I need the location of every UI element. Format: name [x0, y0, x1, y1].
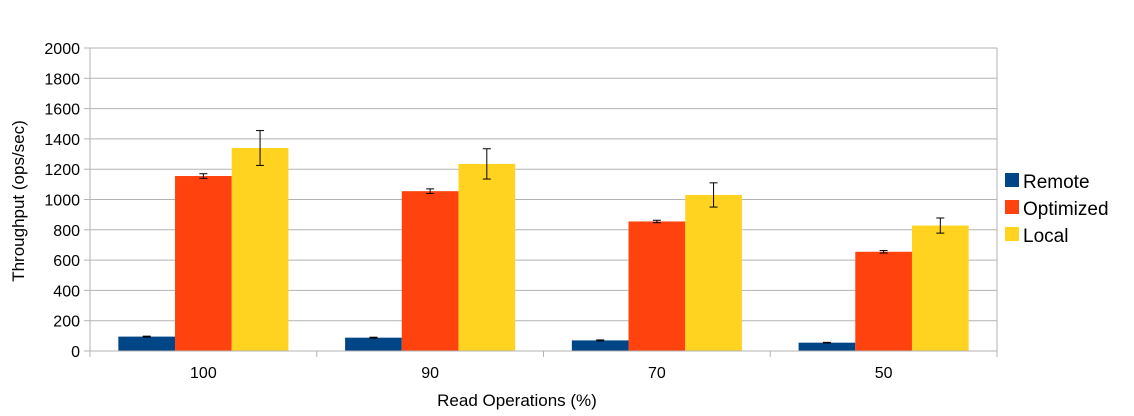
bar-local-100 [231, 147, 289, 351]
x-tick-label: 100 [190, 365, 217, 382]
y-tick-label: 600 [53, 253, 80, 270]
bars [118, 147, 969, 351]
x-tick-label: 70 [648, 365, 666, 382]
x-tick-label: 90 [421, 365, 439, 382]
legend-swatch-optimized [1005, 200, 1019, 214]
bar-optimized-50 [855, 251, 912, 351]
legend: Remote Optimized Local [1005, 172, 1109, 247]
y-tick-label: 1000 [44, 193, 80, 210]
legend-label-remote: Remote [1023, 172, 1090, 193]
bar-remote-90 [345, 337, 402, 351]
bar-optimized-90 [401, 191, 459, 351]
error-bars [142, 130, 945, 344]
y-tick-label: 1400 [44, 132, 80, 149]
axes [89, 48, 998, 357]
bar-local-70 [685, 194, 742, 351]
legend-label-local: Local [1023, 226, 1068, 247]
legend-swatch-remote [1005, 173, 1019, 187]
bar-local-90 [458, 163, 516, 351]
y-tick-label: 2000 [44, 41, 80, 58]
bar-optimized-100 [175, 176, 232, 351]
bar-remote-50 [798, 342, 856, 351]
bar-optimized-70 [628, 221, 686, 351]
x-tick-labels: 100 90 70 50 [190, 365, 893, 382]
y-tick-labels: 0 200 400 600 800 1000 1200 1400 1600 1800 2000 [44, 41, 80, 361]
y-tick-label: 400 [53, 283, 80, 300]
x-axis-title: Read Operations (%) [437, 391, 597, 410]
y-tick-label: 200 [53, 314, 80, 331]
y-axis-title: Throughput (ops/sec) [9, 120, 28, 282]
bar-remote-70 [571, 340, 629, 351]
y-tick-label: 1800 [44, 71, 80, 88]
bar-remote-100 [118, 336, 176, 351]
legend-swatch-local [1005, 227, 1019, 241]
y-tick-label: 800 [53, 223, 80, 240]
x-tick-label: 50 [875, 365, 893, 382]
y-tick-label: 0 [71, 344, 80, 361]
y-tick-label: 1200 [44, 162, 80, 179]
legend-label-optimized: Optimized [1023, 199, 1109, 220]
bar-local-50 [911, 225, 969, 351]
y-tick-label: 1600 [44, 102, 80, 119]
